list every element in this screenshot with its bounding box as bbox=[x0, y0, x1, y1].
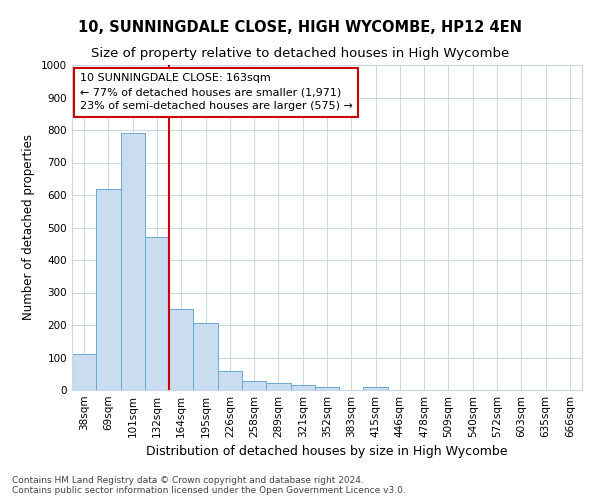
Bar bbox=[266, 383, 290, 390]
Text: 10, SUNNINGDALE CLOSE, HIGH WYCOMBE, HP12 4EN: 10, SUNNINGDALE CLOSE, HIGH WYCOMBE, HP1… bbox=[78, 20, 522, 35]
Bar bbox=[242, 381, 266, 390]
Bar bbox=[218, 370, 242, 390]
Y-axis label: Number of detached properties: Number of detached properties bbox=[22, 134, 35, 320]
Bar bbox=[121, 133, 145, 390]
Bar bbox=[364, 387, 388, 390]
Bar bbox=[193, 324, 218, 390]
Text: Contains HM Land Registry data © Crown copyright and database right 2024.
Contai: Contains HM Land Registry data © Crown c… bbox=[12, 476, 406, 495]
Bar bbox=[72, 354, 96, 390]
Bar bbox=[145, 238, 169, 390]
Bar bbox=[290, 385, 315, 390]
Text: 10 SUNNINGDALE CLOSE: 163sqm
← 77% of detached houses are smaller (1,971)
23% of: 10 SUNNINGDALE CLOSE: 163sqm ← 77% of de… bbox=[80, 73, 353, 111]
Bar bbox=[315, 387, 339, 390]
Bar bbox=[169, 308, 193, 390]
Bar bbox=[96, 188, 121, 390]
X-axis label: Distribution of detached houses by size in High Wycombe: Distribution of detached houses by size … bbox=[146, 446, 508, 458]
Text: Size of property relative to detached houses in High Wycombe: Size of property relative to detached ho… bbox=[91, 48, 509, 60]
